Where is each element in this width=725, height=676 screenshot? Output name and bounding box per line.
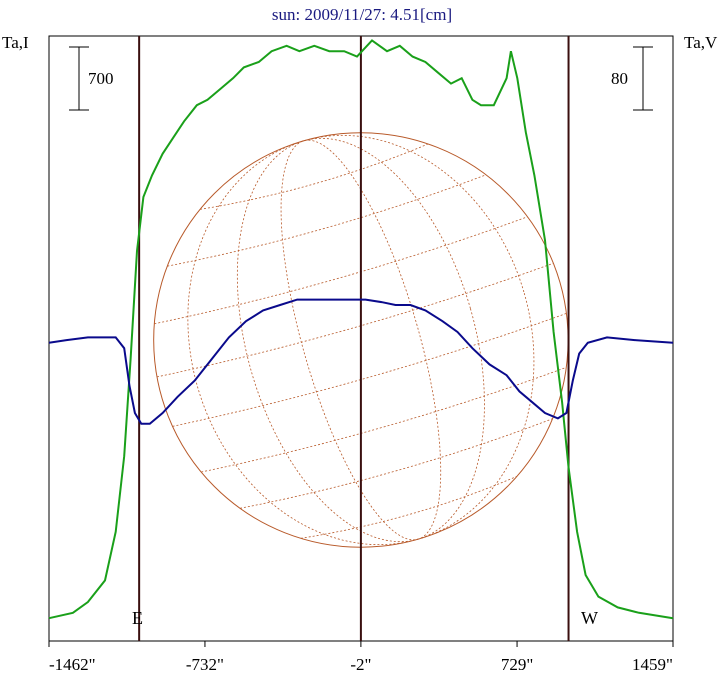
longitude-line	[187, 134, 535, 546]
polarization-series-line	[48, 298, 674, 425]
latitude-line	[300, 475, 518, 539]
left-scale-label: 700	[88, 69, 114, 88]
series-group	[48, 39, 674, 620]
x-tick-label: -732"	[186, 655, 224, 674]
intensity-series-line	[48, 39, 674, 620]
latitude-line	[199, 143, 429, 210]
right-scale-bar	[633, 46, 653, 111]
x-tick-label: 729"	[501, 655, 533, 674]
right-axis-label: Ta,V	[684, 33, 718, 52]
latitude-line	[167, 174, 487, 267]
east-limb-label: E	[132, 608, 143, 628]
disk-grid	[154, 134, 567, 546]
latitude-line	[239, 418, 553, 509]
latitude-line	[156, 262, 554, 378]
left-scale-bar	[69, 46, 89, 111]
x-tick-label: 1459"	[632, 655, 673, 674]
left-axis-label: Ta,I	[2, 33, 29, 52]
latitude-line	[172, 313, 567, 427]
x-tick-label: -2"	[350, 655, 371, 674]
chart-title: sun: 2009/11/27: 4.51[cm]	[272, 5, 452, 24]
vertical-markers	[138, 36, 570, 641]
latitude-line	[154, 216, 528, 325]
west-limb-label: W	[581, 608, 598, 628]
latitude-line	[201, 366, 567, 473]
x-tick-label: -1462"	[49, 655, 96, 674]
right-scale-label: 80	[611, 69, 628, 88]
x-ticks: -1462" -732" -2" 729" 1459"	[48, 641, 674, 674]
